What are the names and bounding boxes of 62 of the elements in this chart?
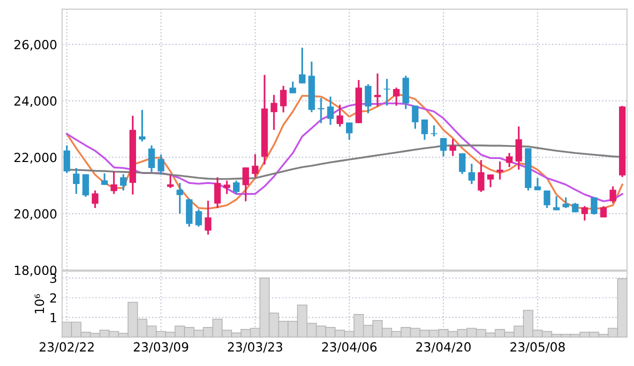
candlestick bbox=[224, 180, 230, 195]
candlestick bbox=[458, 152, 466, 175]
candlestick bbox=[318, 97, 324, 124]
candlestick bbox=[496, 160, 504, 180]
candlestick bbox=[364, 83, 372, 114]
y-tick-label: 20,000 bbox=[14, 209, 56, 220]
candlestick bbox=[487, 174, 494, 188]
candlestick bbox=[242, 166, 250, 202]
x-tick-label: 23/05/08 bbox=[510, 342, 565, 353]
candlestick bbox=[374, 72, 381, 108]
candlestick bbox=[148, 144, 155, 173]
candlestick bbox=[440, 137, 447, 158]
candlestick bbox=[72, 167, 80, 195]
candlestick bbox=[600, 205, 607, 218]
candlestick bbox=[167, 174, 174, 189]
candlestick bbox=[393, 86, 400, 106]
candlestick bbox=[82, 173, 89, 198]
candlestick bbox=[101, 172, 108, 186]
candlestick bbox=[384, 78, 390, 106]
candlestick bbox=[468, 162, 475, 185]
candlestick bbox=[590, 196, 598, 216]
candlestick bbox=[450, 138, 456, 157]
y-tick-label: 26,000 bbox=[14, 40, 56, 51]
candlestick bbox=[110, 170, 118, 195]
candlestick bbox=[515, 126, 522, 171]
candlestick bbox=[534, 177, 541, 192]
candlestick bbox=[204, 200, 212, 236]
x-tick-label: 23/04/06 bbox=[322, 342, 377, 353]
candlestick bbox=[233, 180, 240, 195]
candlestick bbox=[572, 202, 579, 214]
x-tick-label: 23/03/09 bbox=[134, 342, 188, 353]
candlestick bbox=[581, 205, 588, 222]
x-tick-label: 23/03/23 bbox=[228, 342, 282, 353]
y-axis-title: 10⁶ bbox=[34, 294, 44, 314]
candlestick bbox=[92, 190, 98, 209]
x-tick-label: 23/02/22 bbox=[40, 342, 94, 353]
x-tick-label: 23/04/20 bbox=[416, 342, 471, 353]
candlestick bbox=[214, 176, 221, 209]
candlestick bbox=[138, 109, 146, 142]
candlestick bbox=[270, 94, 278, 131]
candlestick bbox=[421, 118, 428, 141]
candlestick bbox=[195, 208, 202, 228]
candlestick bbox=[280, 85, 287, 114]
candlestick bbox=[346, 122, 353, 141]
candlestick bbox=[64, 144, 70, 174]
y-tick-label: 24,000 bbox=[14, 96, 56, 108]
candlestick bbox=[327, 96, 334, 126]
candlestick bbox=[298, 46, 306, 84]
candlestick bbox=[336, 104, 344, 128]
candlestick bbox=[252, 153, 258, 178]
candlestick bbox=[544, 190, 550, 209]
candlestick bbox=[506, 152, 513, 168]
candlestick bbox=[478, 159, 484, 193]
candlestick bbox=[158, 154, 164, 176]
candlestick bbox=[412, 104, 418, 130]
y-tick-label: 2 bbox=[50, 293, 56, 303]
candlestick bbox=[120, 173, 127, 192]
y-tick-label: 1 bbox=[50, 313, 56, 322]
candlestick bbox=[553, 195, 560, 212]
y-tick-label: 22,000 bbox=[14, 152, 56, 164]
candlestick bbox=[176, 182, 184, 215]
candlestick bbox=[610, 185, 616, 204]
